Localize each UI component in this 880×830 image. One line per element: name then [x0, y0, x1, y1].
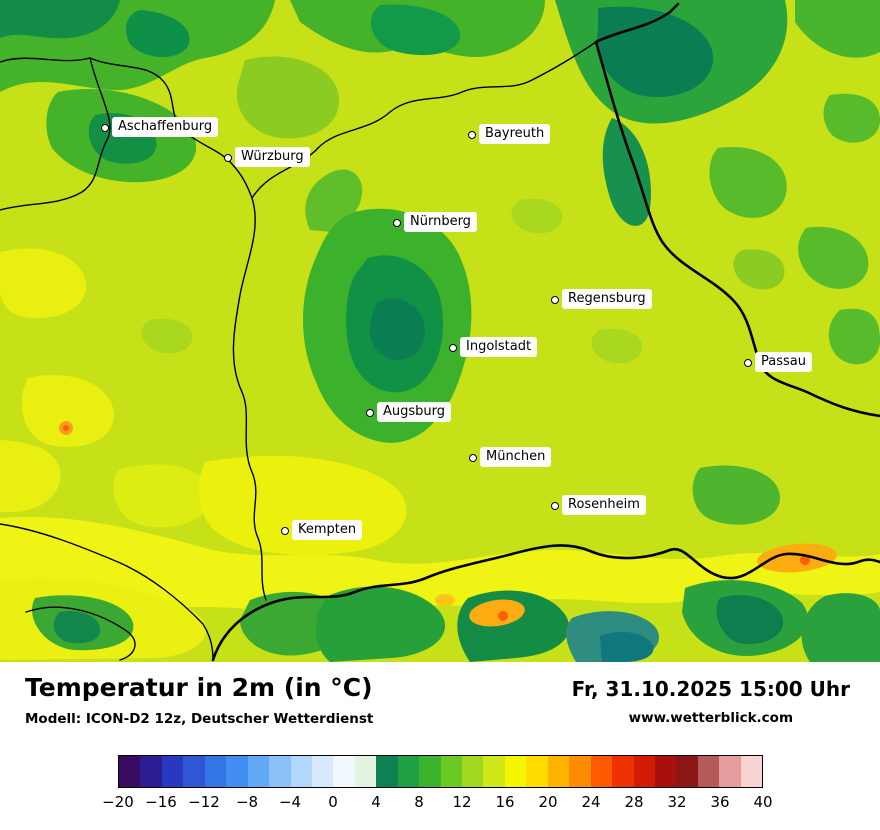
city-dot — [366, 409, 374, 417]
colorbar-segment — [719, 756, 741, 787]
colorbar-tick-label: −8 — [235, 793, 259, 811]
city-dot — [468, 131, 476, 139]
colorbar-tick-label: 20 — [538, 793, 558, 811]
colorbar-segment — [333, 756, 355, 787]
colorbar-tick-label: −4 — [278, 793, 302, 811]
colorbar-segment — [654, 756, 677, 787]
city-dot — [281, 527, 289, 535]
colorbar-tick-label: 40 — [753, 793, 773, 811]
colorbar-segment — [504, 756, 527, 787]
colorbar-tick-label: 16 — [495, 793, 515, 811]
colorbar-tick-label: 28 — [624, 793, 644, 811]
city-label: Regensburg — [562, 289, 652, 309]
colorbar-tick-label: −16 — [145, 793, 177, 811]
website-url: www.wetterblick.com — [628, 710, 794, 726]
city-dot — [744, 359, 752, 367]
colorbar-segment — [290, 756, 312, 787]
colorbar-segment — [269, 756, 291, 787]
model-info: Modell: ICON-D2 12z, Deutscher Wetterdie… — [25, 711, 374, 727]
colorbar-tick-label: 12 — [452, 793, 472, 811]
city-layer: Aschaffenburg Würzburg Bayreuth Nürnberg Reg… — [101, 117, 812, 540]
forecast-datetime: Fr, 31.10.2025 15:00 Uhr — [571, 677, 850, 701]
colorbar-segment — [204, 756, 227, 787]
colorbar-tick-label: −12 — [188, 793, 220, 811]
colorbar-segment — [590, 756, 613, 787]
footer-right-block: Fr, 31.10.2025 15:00 Uhr www.wetterblick… — [572, 677, 850, 726]
colorbar-segment — [419, 756, 441, 787]
colorbar-segment — [547, 756, 570, 787]
colorbar-segment — [483, 756, 505, 787]
city-label: Aschaffenburg — [112, 117, 219, 137]
colorbar-tick-label: 8 — [414, 793, 424, 811]
colorbar-tick-label: 24 — [581, 793, 601, 811]
temperature-field-map — [0, 0, 880, 662]
colorbar-segment — [612, 756, 634, 787]
map-title: Temperatur in 2m (in °C) — [25, 673, 373, 702]
colorbar-segment — [740, 756, 762, 787]
footer: Temperatur in 2m (in °C) Modell: ICON-D2… — [0, 662, 880, 830]
city-dot — [393, 219, 401, 227]
city-dot — [224, 154, 232, 162]
colorbar-segment — [676, 756, 698, 787]
city-label: Ingolstadt — [460, 337, 538, 357]
colorbar — [118, 755, 763, 788]
city-label: Rosenheim — [562, 495, 646, 515]
colorbar-segment — [311, 756, 334, 787]
colorbar-segment — [526, 756, 548, 787]
city-dot — [101, 124, 109, 132]
colorbar-segment — [119, 756, 141, 787]
colorbar-segment — [140, 756, 162, 787]
colorbar-segment — [376, 756, 398, 787]
city-dot — [551, 502, 559, 510]
colorbar-segment — [440, 756, 462, 787]
city-label: Passau — [755, 352, 812, 372]
city-label: Nürnberg — [404, 212, 477, 232]
city-label: Kempten — [292, 520, 363, 540]
map-area: Aschaffenburg Würzburg Bayreuth Nürnberg Reg… — [0, 0, 880, 662]
city-label: Würzburg — [235, 147, 310, 167]
city-label: Bayreuth — [479, 124, 551, 144]
colorbar-segment — [354, 756, 377, 787]
city-dot — [469, 454, 477, 462]
city-label: Augsburg — [377, 402, 452, 422]
colorbar-segments — [119, 756, 762, 787]
city-dot — [449, 344, 457, 352]
colorbar-segment — [183, 756, 205, 787]
colorbar-segment — [569, 756, 591, 787]
colorbar-segment — [397, 756, 420, 787]
colorbar-tick-label: 4 — [371, 793, 381, 811]
city-dot — [551, 296, 559, 304]
colorbar-tick-label: 32 — [667, 793, 687, 811]
colorbar-segment — [697, 756, 720, 787]
colorbar-segment — [462, 756, 484, 787]
colorbar-segment — [247, 756, 270, 787]
colorbar-segment — [633, 756, 655, 787]
colorbar-tick-label: 36 — [710, 793, 730, 811]
city-label: München — [480, 447, 552, 467]
colorbar-segment — [161, 756, 184, 787]
colorbar-ticks: −20 −16 −12 −8 −4 0 4 8 12 16 20 24 28 32 36 40 — [102, 793, 772, 813]
colorbar-tick-label: −20 — [102, 793, 134, 811]
colorbar-segment — [226, 756, 248, 787]
colorbar-tick-label: 0 — [328, 793, 338, 811]
